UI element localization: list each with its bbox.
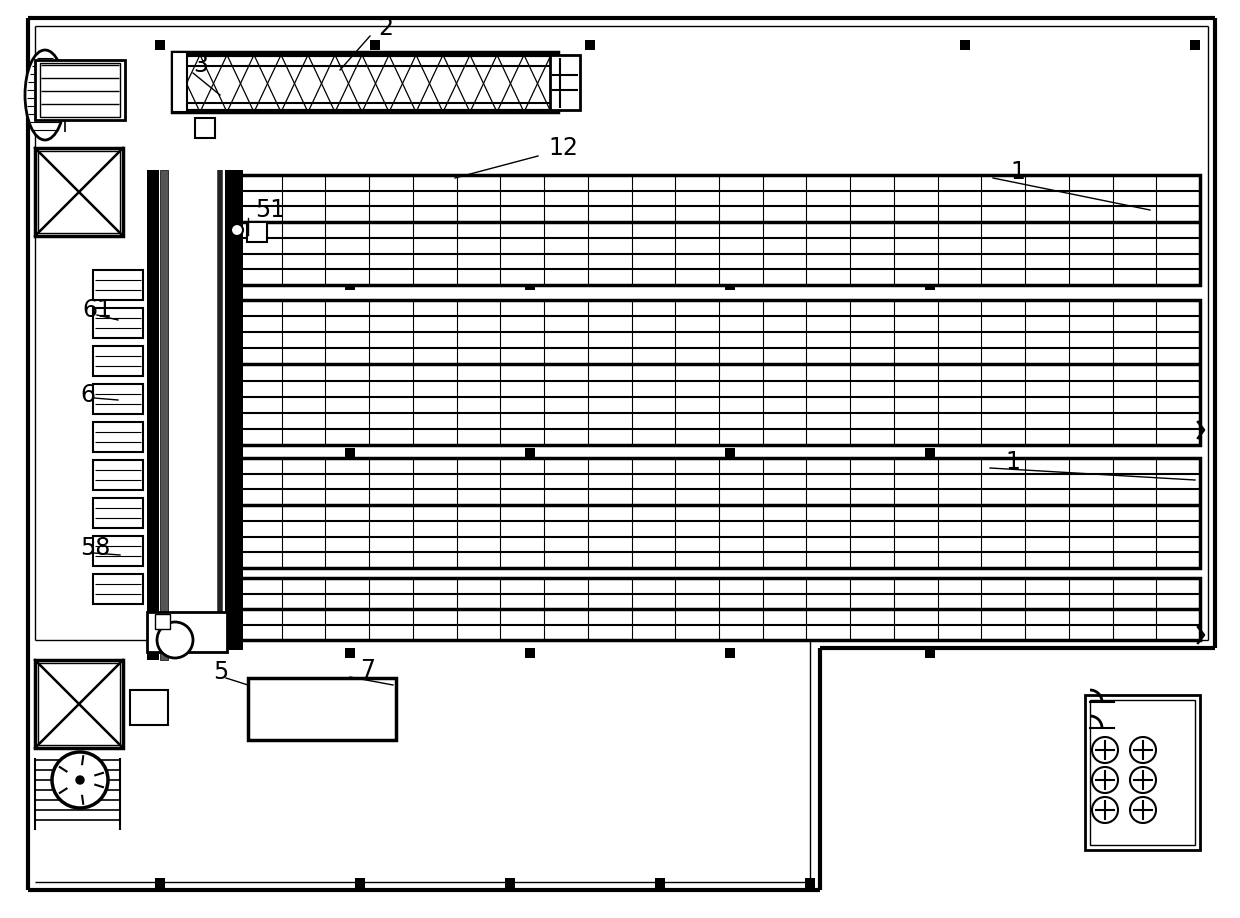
Bar (38, 663, 120, 745)
Bar (93, 460, 143, 490)
Bar (35, 148, 123, 236)
Bar (238, 300, 1200, 445)
Bar (93, 308, 143, 338)
Circle shape (76, 776, 84, 784)
Bar (370, 40, 379, 50)
Bar (525, 448, 534, 458)
Circle shape (157, 622, 193, 658)
Bar (1190, 40, 1200, 50)
Bar (155, 40, 165, 50)
Bar (525, 648, 534, 658)
Text: 6: 6 (81, 383, 95, 407)
Bar (551, 55, 580, 110)
Bar (238, 578, 1200, 640)
Bar (248, 678, 396, 740)
Circle shape (1130, 737, 1156, 763)
Text: 58: 58 (81, 536, 110, 560)
Bar (93, 270, 143, 300)
Bar (725, 448, 735, 458)
Circle shape (1130, 767, 1156, 793)
Bar (960, 40, 970, 50)
Text: 7: 7 (360, 658, 374, 682)
Bar (155, 878, 165, 888)
Text: 1: 1 (1004, 450, 1019, 474)
Bar (224, 170, 243, 650)
Bar (345, 448, 355, 458)
Bar (148, 170, 159, 660)
Bar (35, 660, 123, 748)
Bar (345, 280, 355, 290)
Bar (585, 40, 595, 50)
Bar (172, 52, 558, 112)
Bar (172, 52, 187, 112)
Bar (505, 878, 515, 888)
Bar (238, 458, 1200, 568)
Circle shape (231, 224, 243, 236)
Bar (525, 280, 534, 290)
Bar (160, 170, 167, 660)
Circle shape (52, 752, 108, 808)
Circle shape (1092, 767, 1118, 793)
Ellipse shape (25, 50, 64, 140)
Text: 5: 5 (213, 660, 228, 684)
Text: 1: 1 (1011, 160, 1025, 184)
Text: 2: 2 (378, 16, 393, 40)
Bar (725, 280, 735, 290)
Bar (925, 648, 935, 658)
Bar (93, 536, 143, 566)
Text: 51: 51 (255, 198, 285, 222)
Bar (655, 878, 665, 888)
Bar (93, 574, 143, 604)
Bar (38, 151, 120, 233)
Bar (93, 422, 143, 452)
Circle shape (1130, 797, 1156, 823)
Bar (93, 384, 143, 414)
Text: 61: 61 (82, 298, 112, 322)
Bar (925, 280, 935, 290)
Bar (1085, 695, 1200, 850)
Bar (355, 878, 365, 888)
Bar (148, 612, 227, 652)
Bar (93, 346, 143, 376)
Bar (130, 690, 167, 725)
Bar (247, 222, 267, 242)
Bar (725, 648, 735, 658)
Bar (345, 648, 355, 658)
Text: 3: 3 (193, 53, 208, 77)
Bar (93, 498, 143, 528)
Bar (1090, 700, 1195, 845)
Bar (35, 60, 125, 120)
Bar (195, 118, 215, 138)
Bar (238, 175, 1200, 285)
Bar (155, 614, 170, 629)
Text: 12: 12 (548, 136, 578, 160)
Circle shape (1092, 797, 1118, 823)
Bar (805, 878, 815, 888)
Circle shape (1092, 737, 1118, 763)
Bar (40, 63, 120, 117)
Bar (925, 448, 935, 458)
